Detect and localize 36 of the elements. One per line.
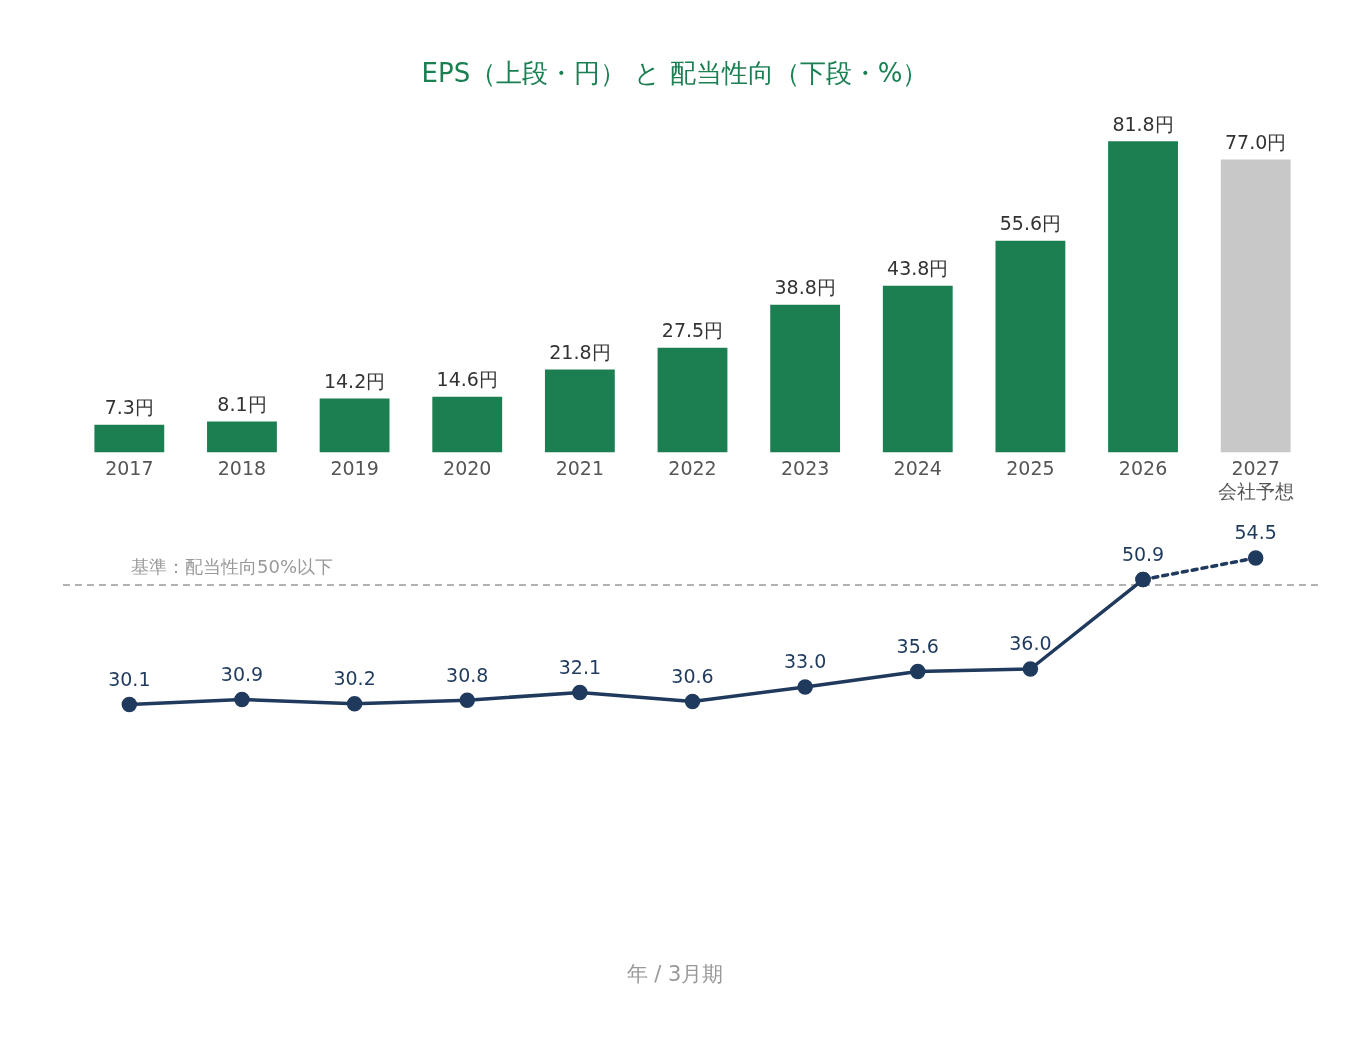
x-tick-label: 2017 [105, 456, 154, 479]
x-tick-label: 2021 [555, 456, 605, 479]
x-tick-label: 2026 [1118, 456, 1168, 479]
data-label: 38.8円 [774, 276, 836, 299]
data-label: 30.9 [220, 663, 264, 686]
ref-line-label: 基準：配当性向50%以下 [131, 555, 334, 577]
data-label: 14.2円 [323, 369, 386, 392]
x-tick-label: 2025 [1006, 456, 1055, 479]
data-label: 21.8円 [549, 340, 611, 363]
data-label: 36.0 [1009, 632, 1052, 655]
chart-title: EPS（上段・円） と 配当性向（下段・%） [420, 57, 930, 90]
x-tick-label: 2018 [217, 456, 267, 479]
data-label: 14.6円 [436, 368, 498, 391]
data-label: 30.6 [671, 664, 714, 687]
x-tick-label: 2022 [668, 456, 717, 479]
x-tick-label: 2024 [893, 456, 942, 479]
data-label: 35.6 [896, 634, 939, 657]
data-label: 77.0円 [1225, 130, 1287, 153]
data-label: 43.8円 [887, 257, 949, 280]
data-label: 7.3円 [104, 396, 154, 419]
data-label: 50.9 [1121, 543, 1165, 566]
data-label: 55.6円 [999, 212, 1062, 235]
data-label: 30.2 [333, 667, 376, 690]
x-tick-label: 2027 会社予想 [1217, 456, 1294, 502]
x-tick-label: 2019 [330, 456, 379, 479]
data-label: 8.1円 [217, 393, 267, 416]
data-label: 32.1 [558, 655, 602, 678]
data-label: 81.8円 [1112, 112, 1174, 135]
data-label: 27.5円 [661, 319, 724, 342]
data-label: 54.5 [1234, 521, 1277, 544]
x-axis-title: 年 / 3月期 [625, 961, 725, 988]
x-tick-label: 2020 [443, 456, 492, 479]
data-label: 30.8 [446, 663, 489, 686]
data-label: 33.0 [783, 650, 827, 673]
data-label: 30.1 [108, 667, 151, 690]
x-tick-label: 2023 [780, 456, 830, 479]
